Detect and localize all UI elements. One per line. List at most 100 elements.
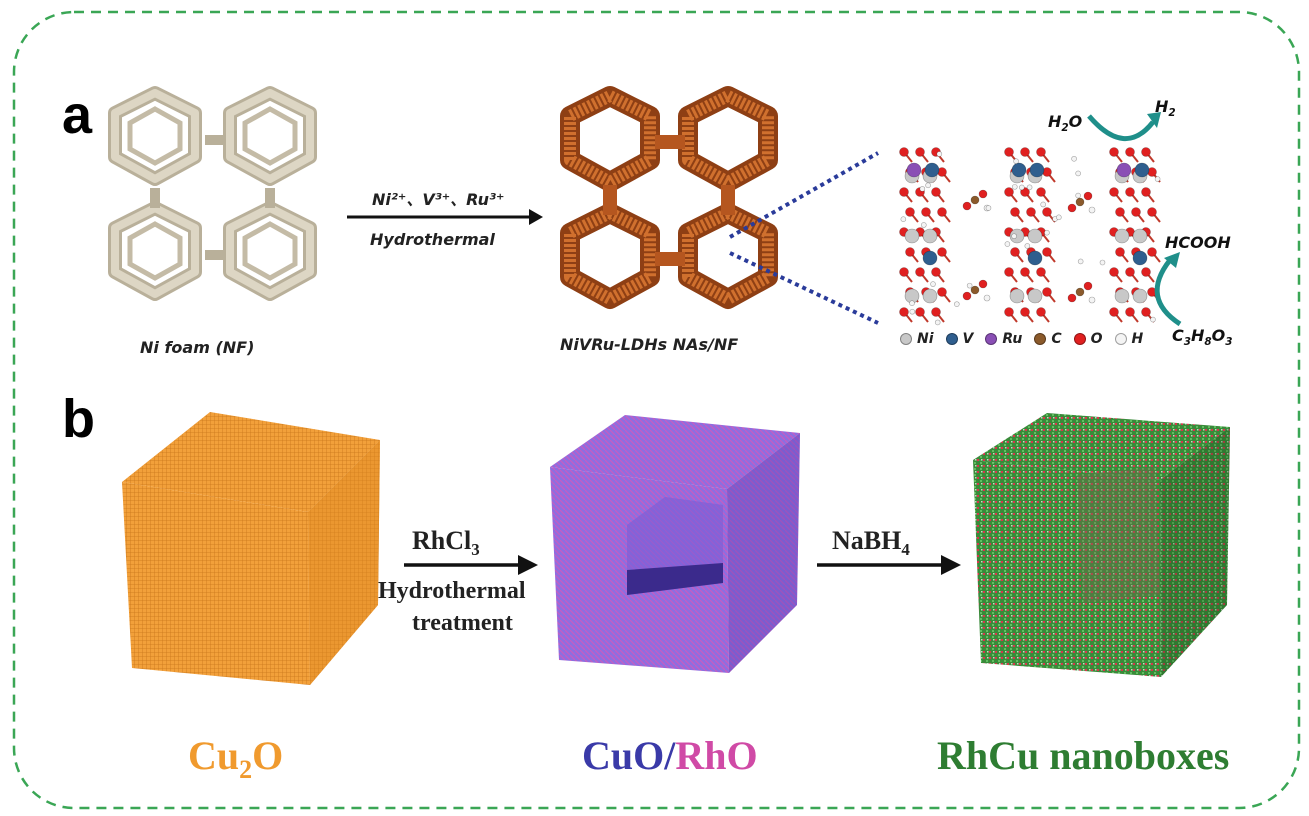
legend-item-ru: Ru (985, 331, 1022, 347)
atom (1011, 184, 1018, 190)
atom (1009, 228, 1025, 244)
rhcu-label: RhCu nanoboxes (937, 733, 1230, 778)
glycerol-oxidation-arrow (1154, 252, 1182, 327)
atom (936, 151, 943, 157)
atom (1013, 158, 1019, 165)
atom (899, 307, 909, 317)
atom (1036, 187, 1046, 197)
atom (1132, 228, 1148, 244)
atom (905, 207, 915, 217)
cu2o-cube (122, 412, 380, 685)
legend-label: Ni (917, 331, 934, 347)
atom (1109, 267, 1119, 277)
atom (1020, 307, 1030, 317)
atom (1147, 207, 1157, 217)
legend-item-o: O (1073, 331, 1103, 347)
atom (1115, 207, 1125, 217)
atom (1116, 162, 1132, 178)
atom (909, 300, 915, 306)
atom (1056, 214, 1062, 221)
atom (937, 207, 947, 217)
atom (937, 287, 947, 297)
atom (930, 281, 936, 287)
atom (915, 267, 925, 277)
atom (1004, 187, 1014, 197)
atom (1011, 162, 1027, 178)
atom (1075, 192, 1081, 199)
cu2o-label: Cu2O (188, 733, 284, 784)
atom (983, 294, 991, 302)
atom (1147, 247, 1157, 257)
atom (1067, 293, 1077, 303)
atom (1134, 162, 1150, 178)
atom (1036, 267, 1046, 277)
atom (1141, 267, 1151, 277)
legend-swatch (900, 333, 912, 345)
atom (925, 182, 931, 189)
atom (1125, 147, 1135, 157)
atom (1027, 250, 1043, 266)
atom (899, 267, 909, 277)
atom (904, 228, 920, 244)
panel-a-letter: a (62, 85, 93, 145)
zoom-lines (729, 151, 879, 325)
rhcl3-label: RhCl3 (412, 526, 480, 560)
atom (1075, 197, 1085, 207)
atom (1044, 229, 1050, 236)
legend-label: O (1090, 331, 1103, 347)
legend-label: V (962, 331, 974, 347)
atom (931, 267, 941, 277)
atom (921, 222, 927, 228)
atom (915, 307, 925, 317)
legend-label: Ru (1002, 331, 1023, 347)
atom (1036, 147, 1046, 157)
atom (1109, 307, 1119, 317)
atom (1010, 207, 1020, 217)
atom (1010, 247, 1020, 257)
atom (1125, 307, 1135, 317)
atom (1099, 259, 1106, 266)
atom (1004, 241, 1011, 247)
atom (1132, 250, 1148, 266)
ldh-crystal-structure (899, 147, 1161, 326)
atom (1077, 258, 1084, 265)
atom (1042, 287, 1052, 297)
atom (978, 189, 988, 199)
atom (1131, 207, 1141, 217)
atom (931, 187, 941, 197)
atom (1088, 206, 1096, 214)
nabh4-label: NaBH4 (832, 526, 910, 560)
atom (1020, 267, 1030, 277)
atom (1141, 307, 1151, 317)
reaction-arrow-b1 (404, 555, 538, 575)
atom (1150, 316, 1156, 323)
atom (1075, 170, 1081, 177)
atom (905, 247, 915, 257)
atom (934, 319, 941, 326)
atom (909, 308, 916, 315)
atom (966, 282, 973, 289)
hydrothermal-treatment-label-1: Hydrothermal (378, 578, 526, 604)
atom (970, 195, 980, 205)
atom (1040, 201, 1046, 208)
legend-label: H (1131, 331, 1144, 347)
legend-item-h: H (1114, 331, 1144, 347)
atom (1024, 243, 1031, 249)
glycerol-label: C3H8O3 (1172, 326, 1233, 349)
reaction-arrow-a (347, 209, 543, 225)
atom (970, 285, 980, 295)
legend-swatch (1114, 333, 1127, 345)
h2o-label: H2O (1048, 112, 1083, 135)
atom (1020, 147, 1030, 157)
atom (1083, 191, 1093, 201)
rhcu-nanobox (973, 413, 1230, 677)
atom (1067, 203, 1077, 213)
legend-swatch (1034, 333, 1047, 345)
atom (1011, 233, 1017, 239)
atom (915, 147, 925, 157)
atom (1042, 247, 1052, 257)
atom (978, 279, 988, 289)
atom (1109, 187, 1119, 197)
atom (931, 307, 941, 317)
